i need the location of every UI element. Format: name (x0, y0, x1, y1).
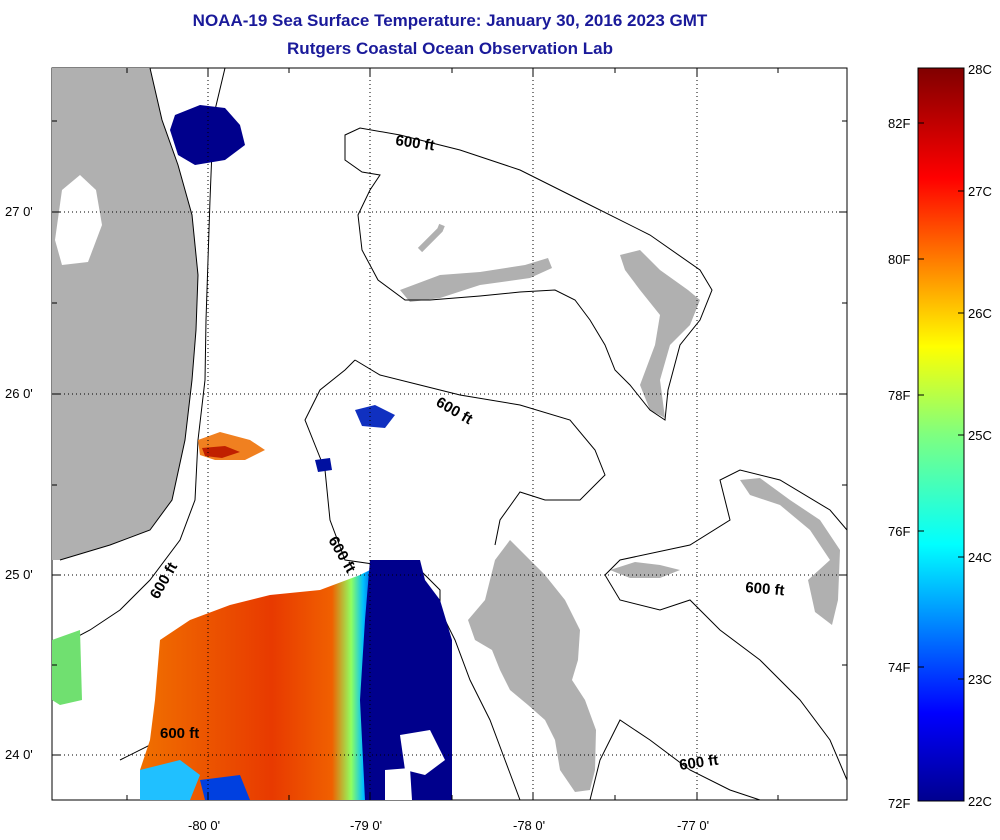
colorbar-celsius-label: 26C (968, 306, 992, 321)
longitude-label: -79 0' (350, 818, 383, 833)
graticule (52, 68, 847, 800)
latitude-label: 26 0' (5, 386, 33, 401)
colorbar-fahrenheit-label: 80F (888, 252, 911, 267)
sst-warm-field (140, 565, 380, 800)
axis-ticks (52, 68, 847, 800)
colorbar-fahrenheit-label: 82F (888, 116, 911, 131)
map-subtitle: Rutgers Coastal Ocean Observation Lab (287, 39, 613, 58)
sst-cold-patch-north (170, 105, 245, 165)
colorbar-celsius-label: 24C (968, 550, 992, 565)
grand-bahama-land (400, 258, 552, 302)
contour-label: 600 ft (160, 725, 199, 742)
latitude-label: 25 0' (5, 567, 33, 582)
latitude-label: 24 0' (5, 747, 33, 762)
contour-label: 600 ft (394, 132, 435, 154)
andros-land (468, 540, 596, 792)
little-bahama-bank-600ft (344, 127, 713, 421)
longitude-label: -77 0' (677, 818, 710, 833)
contour-label: 600 ft (745, 579, 786, 599)
colorbar-celsius-label: 23C (968, 672, 992, 687)
lake-okeechobee (55, 175, 102, 265)
eleuthera-land (740, 478, 840, 625)
contour-label: 600 ft (678, 752, 719, 774)
colorbar-fahrenheit-label: 74F (888, 660, 911, 675)
colorbar-celsius-label: 22C (968, 794, 992, 809)
colorbar-fahrenheit-label: 72F (888, 796, 911, 811)
longitude-label: -78 0' (513, 818, 546, 833)
colorbar (917, 67, 965, 802)
colorbar-fahrenheit-label: 76F (888, 524, 911, 539)
colorbar-celsius-label: 28C (968, 62, 992, 77)
latitude-label: 27 0' (5, 204, 33, 219)
longitude-label: -80 0' (188, 818, 221, 833)
colorbar-fahrenheit-label: 78F (888, 388, 911, 403)
abaco-land (620, 250, 700, 418)
map-title: NOAA-19 Sea Surface Temperature: January… (192, 11, 708, 30)
colorbar-celsius-label: 25C (968, 428, 992, 443)
colorbar-celsius-label: 27C (968, 184, 992, 199)
